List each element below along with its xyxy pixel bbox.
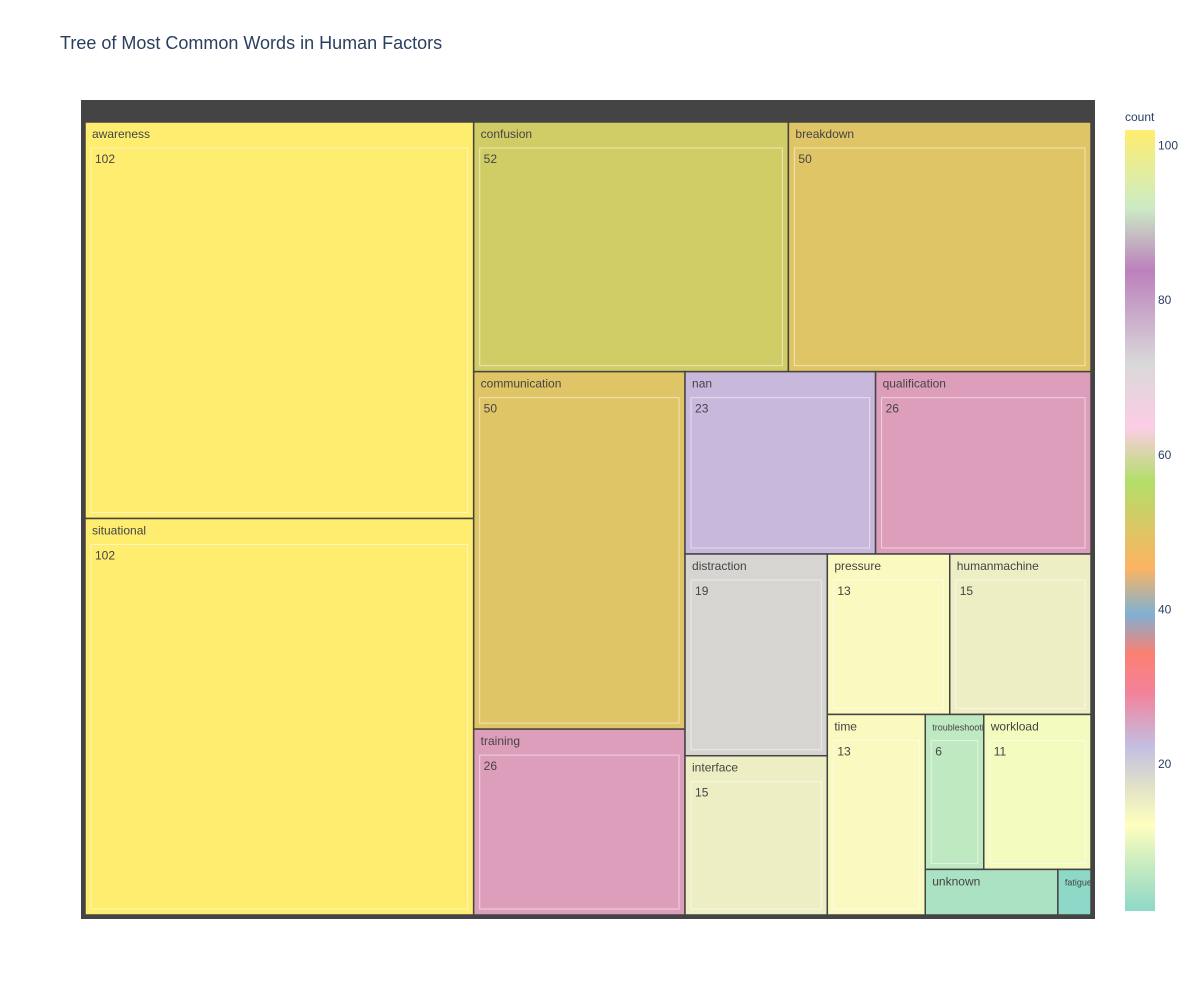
tile-value: 13	[837, 584, 851, 598]
colorbar-tick-label: 80	[1158, 293, 1172, 307]
tile-value: 52	[484, 152, 498, 166]
treemap-tile-workload[interactable]: workload 11	[983, 713, 1092, 871]
tile-label: time	[834, 719, 857, 733]
treemap-tile-situational[interactable]: situational 102	[84, 517, 475, 916]
tile-inner-frame	[793, 147, 1086, 367]
tile-label: pressure	[834, 559, 881, 573]
tile-inner-frame	[989, 739, 1086, 864]
treemap-tile-time[interactable]: time 13	[826, 713, 927, 916]
tile-value: 50	[484, 402, 498, 416]
treemap-tile-pressure[interactable]: pressure 13	[826, 553, 951, 716]
tile-inner-frame	[690, 579, 822, 751]
treemap-tile-training[interactable]: training 26	[472, 728, 686, 916]
tile-inner-frame	[90, 544, 469, 910]
tile-rect	[684, 370, 877, 555]
tile-rect	[874, 370, 1092, 555]
treemap-tile-nan[interactable]: nan 23	[684, 370, 877, 555]
tile-value: 13	[837, 744, 851, 758]
treemap-tile-breakdown[interactable]: breakdown 50	[787, 121, 1092, 373]
tile-value: 15	[960, 584, 974, 598]
treemap-tile-troubleshooting[interactable]: troubleshooting 6	[924, 713, 994, 871]
tile-inner-frame	[832, 579, 945, 709]
tile-rect	[787, 121, 1092, 373]
colorbar-title: count	[1125, 110, 1155, 124]
tile-label: qualification	[883, 377, 946, 391]
tile-rect	[1057, 868, 1092, 916]
treemap-tile-unknown[interactable]: unknown	[924, 868, 1059, 916]
tile-value: 102	[95, 549, 115, 563]
tile-inner-frame	[479, 147, 783, 367]
tile-inner-frame	[90, 147, 469, 513]
treemap-tile-distraction[interactable]: distraction 19	[684, 553, 829, 757]
tile-inner-frame	[881, 397, 1086, 549]
tile-label: training	[481, 734, 520, 748]
tile-rect	[84, 121, 475, 520]
tile-rect	[826, 553, 951, 716]
treemap-tile-awareness[interactable]: awareness 102	[84, 121, 475, 520]
treemap-tile-fatigue[interactable]: fatigue	[1057, 868, 1092, 916]
tile-inner-frame	[690, 397, 871, 549]
tile-label: situational	[92, 524, 146, 538]
colorbar-gradient	[1125, 130, 1155, 911]
colorbar-tick-label: 60	[1158, 448, 1172, 462]
tile-value: 50	[798, 152, 812, 166]
tile-label: awareness	[92, 127, 150, 141]
tile-rect	[472, 728, 686, 916]
tile-inner-frame	[479, 754, 680, 910]
colorbar-tick-label: 20	[1158, 757, 1172, 771]
tile-inner-frame	[955, 579, 1086, 709]
tile-value: 19	[695, 584, 709, 598]
tile-value: 102	[95, 152, 115, 166]
tile-label: distraction	[692, 559, 747, 573]
tile-value: 11	[994, 744, 1007, 758]
tile-rect	[84, 517, 475, 916]
tile-label: troubleshooting	[932, 722, 994, 732]
tile-inner-frame	[832, 739, 920, 910]
tile-inner-frame	[690, 781, 822, 910]
tile-value: 26	[886, 402, 900, 416]
treemap-tile-qualification[interactable]: qualification 26	[874, 370, 1092, 555]
treemap-tile-interface[interactable]: interface 15	[684, 754, 829, 916]
tile-rect	[826, 713, 927, 916]
tile-value: 6	[935, 744, 942, 758]
tile-label: nan	[692, 377, 712, 391]
tile-value: 26	[484, 759, 498, 773]
colorbar-tick-label: 100	[1158, 138, 1178, 152]
treemap-tile-confusion[interactable]: confusion 52	[472, 121, 790, 373]
tile-label: communication	[481, 377, 562, 391]
tile-value: 23	[695, 402, 709, 416]
tile-value: 15	[695, 786, 709, 800]
tile-label: interface	[692, 761, 738, 775]
colorbar-tick-label: 40	[1158, 602, 1172, 616]
tile-label: fatigue	[1065, 877, 1092, 887]
tile-label: humanmachine	[957, 559, 1039, 573]
tile-inner-frame	[479, 397, 680, 724]
treemap-tile-humanmachine[interactable]: humanmachine 15	[948, 553, 1092, 716]
tile-label: breakdown	[795, 127, 854, 141]
tile-rect	[948, 553, 1092, 716]
tile-label: unknown	[932, 874, 980, 888]
tile-label: workload	[990, 719, 1039, 733]
tile-inner-frame	[930, 739, 979, 864]
chart-title: Tree of Most Common Words in Human Facto…	[60, 33, 443, 53]
tile-rect	[684, 553, 829, 757]
tile-rect	[684, 754, 829, 916]
tile-rect	[472, 121, 790, 373]
tile-label: confusion	[481, 127, 532, 141]
